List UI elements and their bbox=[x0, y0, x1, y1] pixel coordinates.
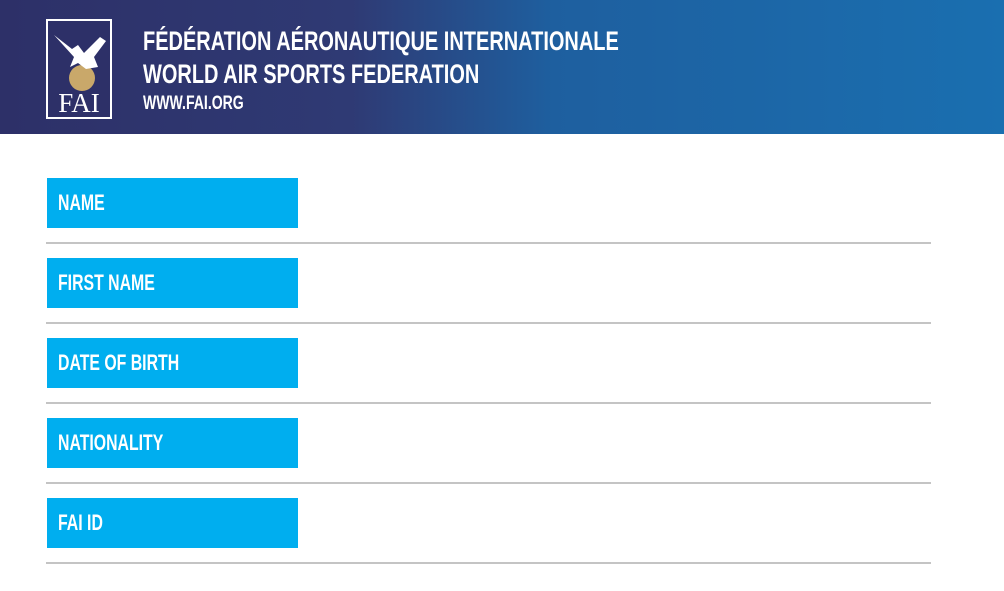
logo: FAI bbox=[46, 19, 112, 119]
field-label: NATIONALITY bbox=[47, 418, 298, 468]
field-line bbox=[46, 562, 931, 564]
org-title: FÉDÉRATION AÉRONAUTIQUE INTERNATIONALE bbox=[143, 26, 619, 56]
field-line bbox=[46, 242, 931, 244]
field-line bbox=[46, 402, 931, 404]
field-label-text: NATIONALITY bbox=[58, 430, 164, 455]
field-label: FAI ID bbox=[47, 498, 298, 548]
field-label-text: DATE OF BIRTH bbox=[58, 350, 180, 375]
org-subtitle: WORLD AIR SPORTS FEDERATION bbox=[143, 59, 480, 89]
field-label: NAME bbox=[47, 178, 298, 228]
field-label: DATE OF BIRTH bbox=[47, 338, 298, 388]
field-label-text: FAI ID bbox=[58, 510, 103, 535]
field-line bbox=[46, 482, 931, 484]
field-line bbox=[46, 322, 931, 324]
field-label: FIRST NAME bbox=[47, 258, 298, 308]
logo-text: FAI bbox=[58, 88, 100, 118]
header: FAI FÉDÉRATION AÉRONAUTIQUE INTERNATIONA… bbox=[0, 0, 1004, 134]
field-label-text: NAME bbox=[58, 190, 105, 215]
logo-emblem bbox=[54, 35, 106, 91]
org-url: WWW.FAI.ORG bbox=[143, 93, 244, 114]
field-label-text: FIRST NAME bbox=[58, 270, 155, 295]
